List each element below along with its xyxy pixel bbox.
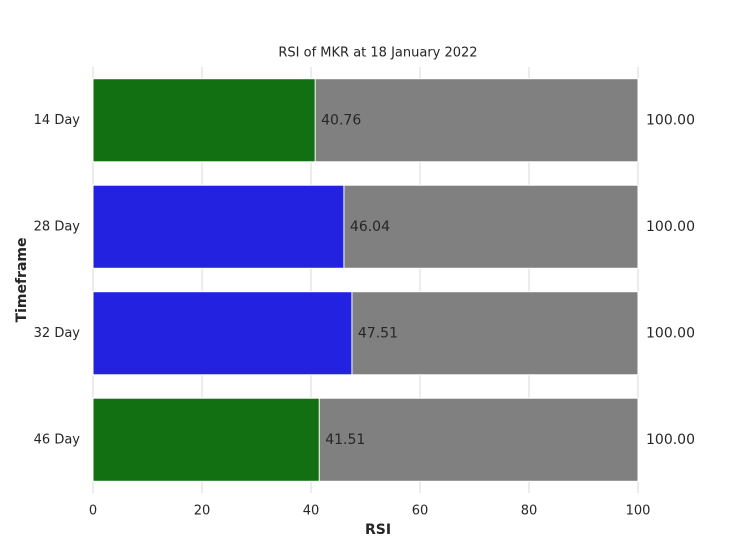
value-label: 100.00	[646, 325, 695, 341]
bar	[92, 397, 320, 482]
bar	[92, 78, 316, 163]
x-tick-label: 0	[89, 504, 97, 519]
x-tick-label: 80	[521, 504, 538, 519]
value-label: 100.00	[646, 112, 695, 128]
y-tick-label: 46 Day	[34, 432, 81, 447]
x-axis-label: RSI	[365, 522, 391, 538]
value-label: 41.51	[325, 432, 365, 448]
x-tick-label: 100	[626, 504, 651, 519]
x-tick-label: 60	[412, 504, 429, 519]
y-tick-label: 28 Day	[34, 219, 81, 234]
x-tick-label: 40	[303, 504, 320, 519]
value-label: 40.76	[321, 112, 361, 128]
y-axis-label: Timeframe	[14, 238, 30, 323]
value-label: 47.51	[358, 325, 398, 341]
y-tick-label: 14 Day	[34, 113, 81, 128]
bar	[92, 184, 345, 269]
value-label: 100.00	[646, 432, 695, 448]
bar	[92, 291, 353, 376]
chart-title: RSI of MKR at 18 January 2022	[278, 46, 477, 61]
value-label: 100.00	[646, 219, 695, 235]
value-label: 46.04	[350, 219, 390, 235]
y-tick-label: 32 Day	[34, 326, 81, 341]
x-tick-label: 20	[194, 504, 211, 519]
